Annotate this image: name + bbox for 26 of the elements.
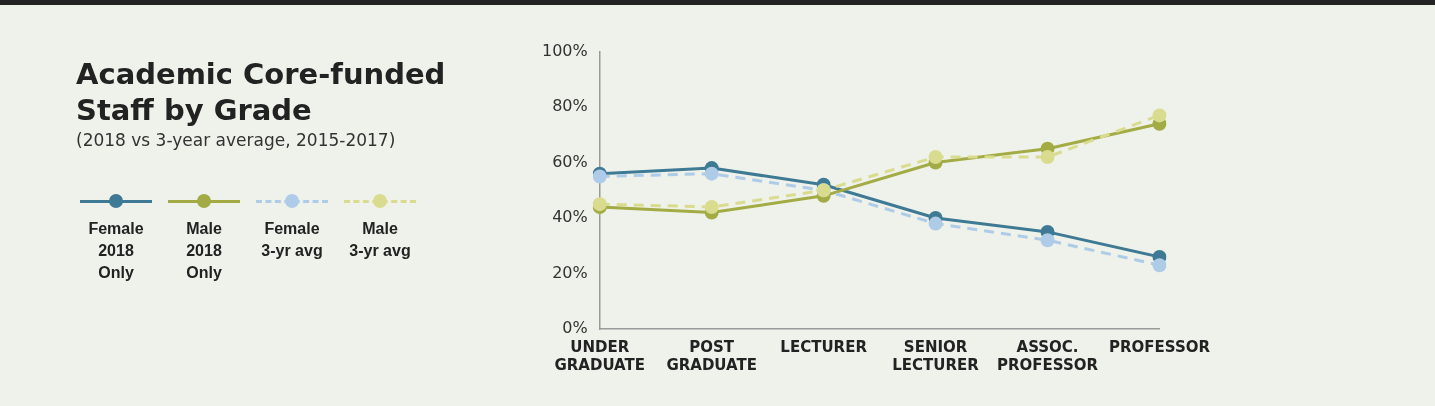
y-tick-label: 60% [552,151,588,171]
legend-label: Female 2018 Only [88,220,144,281]
point [1040,233,1055,248]
x-tick-label: UNDER GRADUATE [554,337,646,374]
point [1152,258,1167,273]
point [1040,150,1055,165]
x-tick-label: PROFESSOR [1108,337,1211,356]
point [928,150,943,165]
y-tick-label: 40% [552,207,588,227]
y-tick-label: 0% [562,318,588,338]
x-tick-label: SENIOR LECTURER [892,337,980,374]
legend-label: Male 2018 Only [186,220,222,281]
x-tick-label: POST GRADUATE [666,337,757,374]
point [928,216,943,231]
legend-label: Male 3-yr avg [349,220,411,259]
point [1152,108,1167,123]
y-tick-label: 20% [552,262,588,282]
x-tick-label: LECTURER [780,337,868,356]
text: (2018 vs 3-year average, 2015-2017) [76,130,397,150]
x-tick-label: ASSOC. PROFESSOR [997,337,1099,374]
point [704,166,719,181]
y-tick-label: 80% [552,96,588,116]
legend-label: Female 3-yr avg [261,220,323,259]
text: Academic Core-funded Staff by Grade [76,56,447,128]
point [704,199,719,214]
y-tick-label: 100% [541,40,588,60]
